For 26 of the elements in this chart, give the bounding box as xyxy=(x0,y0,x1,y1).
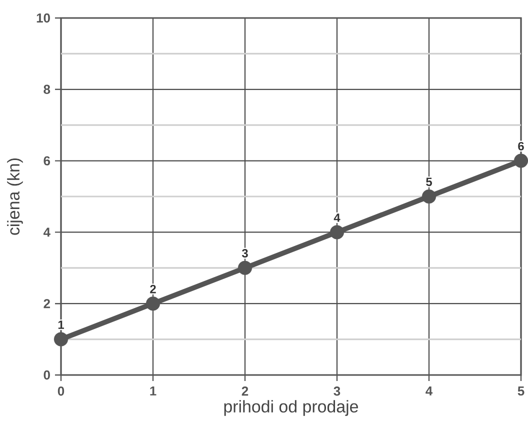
x-tick-label: 5 xyxy=(518,386,524,396)
data-label: 5 xyxy=(426,178,432,186)
data-label: 4 xyxy=(334,214,340,222)
data-label: 1 xyxy=(58,320,64,329)
x-tick-label: 2 xyxy=(242,386,248,396)
y-tick-label: 6 xyxy=(44,156,50,166)
x-tick-label: 3 xyxy=(334,386,340,396)
point xyxy=(146,296,160,311)
x-tick-label: 4 xyxy=(426,386,433,396)
x-tick-label: 0 xyxy=(58,386,64,396)
y-tick-label: 8 xyxy=(44,84,50,94)
point xyxy=(514,154,528,168)
x-tick-label: 1 xyxy=(150,386,156,396)
y-tick-label: 4 xyxy=(43,228,50,237)
point xyxy=(54,332,68,346)
y-tick-label: 0 xyxy=(44,370,50,380)
point xyxy=(330,225,344,240)
data-label: 6 xyxy=(518,142,524,150)
y-axis-title: cijena (kn) xyxy=(7,158,23,235)
data-label: 3 xyxy=(242,249,248,258)
y-tick-label: 2 xyxy=(44,299,50,308)
point xyxy=(422,189,436,204)
data-label: 2 xyxy=(150,284,156,294)
y-tick-label: 10 xyxy=(36,13,50,23)
point xyxy=(238,260,252,275)
x-axis-title: prihodi od prodaje xyxy=(224,400,358,416)
